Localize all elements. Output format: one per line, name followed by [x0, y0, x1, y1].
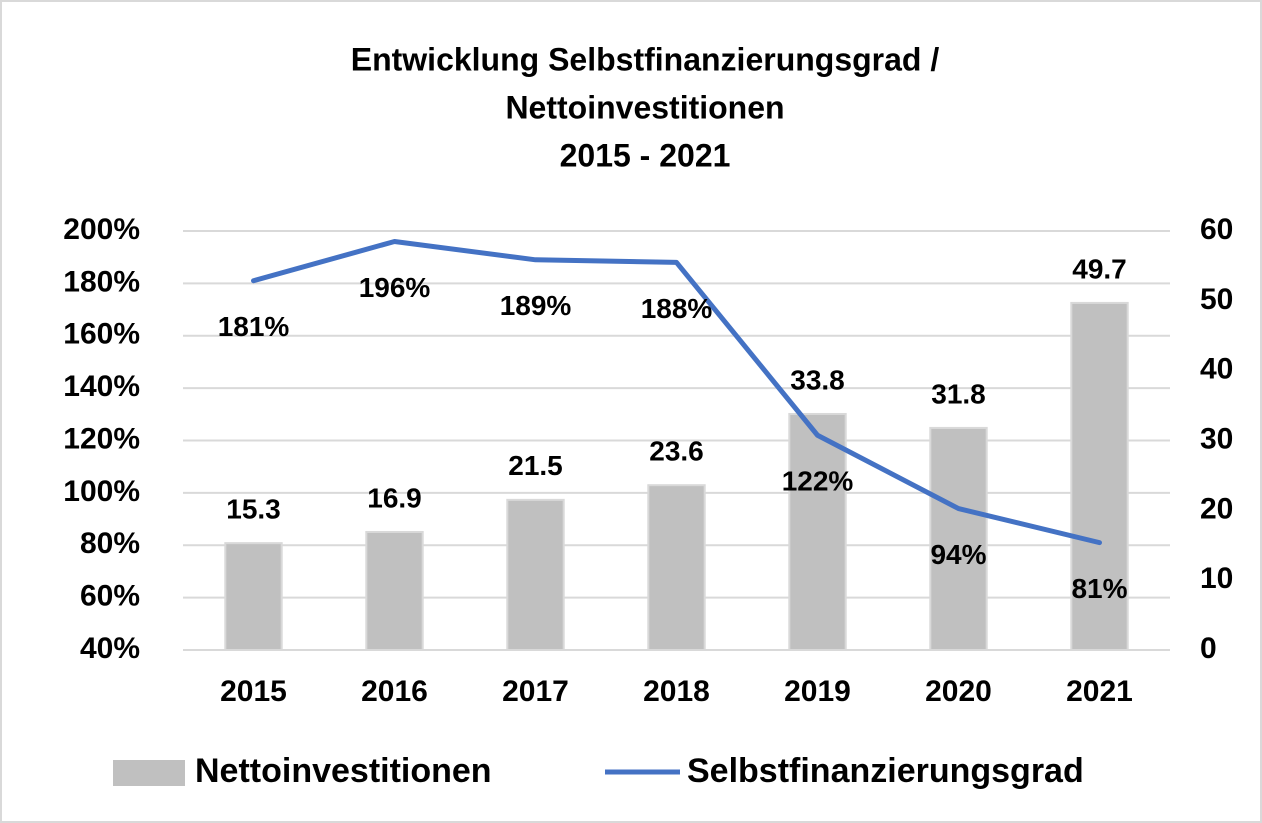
x-tick-label: 2017	[502, 675, 569, 708]
y-tick-label: 120%	[63, 422, 140, 455]
line-value-label: 189%	[500, 290, 572, 321]
chart-title: Entwicklung Selbstfinanzierungsgrad / Net…	[351, 41, 940, 173]
x-tick-label: 2020	[925, 675, 992, 708]
legend-label: Nettoinvestitionen	[195, 752, 492, 790]
x-tick-label: 2021	[1066, 675, 1133, 708]
bar	[1070, 301, 1129, 651]
bar-value-label: 33.8	[790, 364, 845, 395]
y-tick-label: 160%	[63, 318, 140, 351]
x-tick-label: 2016	[361, 675, 428, 708]
bar-value-label: 31.8	[931, 378, 986, 409]
y-tick-label: 80%	[80, 527, 140, 560]
y-tick-label: 180%	[63, 265, 140, 298]
x-tick-label: 2018	[643, 675, 710, 708]
bar-value-label: 15.3	[226, 494, 281, 525]
chart-title-line: Entwicklung Selbstfinanzierungsgrad /	[351, 41, 940, 77]
bar	[647, 484, 706, 651]
y-tick-label: 60%	[80, 580, 140, 613]
x-tick-label: 2015	[220, 675, 287, 708]
legend-swatch	[113, 760, 185, 786]
y2-tick-label: 20	[1200, 492, 1233, 525]
line-value-label: 181%	[218, 311, 290, 342]
y2-tick-label: 0	[1200, 632, 1217, 665]
chart-title-line: Nettoinvestitionen	[505, 89, 784, 125]
bar-value-label: 23.6	[649, 436, 704, 467]
y-tick-label: 140%	[63, 370, 140, 403]
line-value-label: 122%	[782, 466, 854, 497]
x-tick-label: 2019	[784, 675, 851, 708]
bar	[929, 426, 988, 651]
bar	[224, 542, 283, 652]
bar-value-label: 49.7	[1072, 253, 1127, 284]
line	[251, 238, 1102, 546]
line-value-label: 196%	[359, 272, 431, 303]
y2-tick-label: 50	[1200, 283, 1233, 316]
legend-label: Selbstfinanzierungsgrad	[687, 752, 1084, 790]
y2-tick-label: 40	[1200, 353, 1233, 386]
bar-value-label: 21.5	[508, 450, 563, 481]
line-value-label: 188%	[641, 293, 713, 324]
bar	[506, 498, 565, 651]
chart-title-line: 2015 - 2021	[560, 137, 731, 173]
y2-tick-label: 10	[1200, 562, 1233, 595]
y2-tick-label: 60	[1200, 213, 1233, 246]
y-tick-label: 100%	[63, 475, 140, 508]
bar	[788, 412, 847, 652]
line-value-label: 81%	[1071, 573, 1127, 604]
y-tick-label: 40%	[80, 632, 140, 665]
bar-value-label: 16.9	[367, 482, 422, 513]
y-tick-label: 200%	[63, 213, 140, 246]
bar	[365, 530, 424, 652]
line-value-label: 94%	[930, 539, 986, 570]
y2-tick-label: 30	[1200, 422, 1233, 455]
